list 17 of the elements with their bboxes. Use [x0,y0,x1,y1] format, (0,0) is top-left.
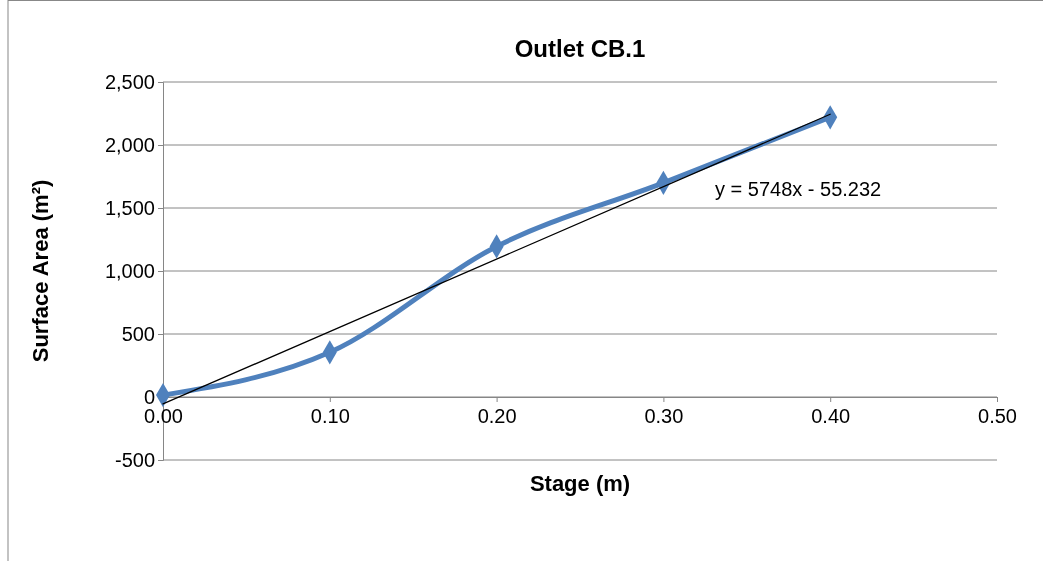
y-tick-label: 2,000 [104,133,155,156]
y-tick-label: 0 [143,385,155,408]
chart-title: Outlet CB.1 [514,35,646,62]
x-tick-label: 0.40 [811,405,851,427]
x-axis-title: Stage (m) [529,471,631,496]
y-axis-title: Surface Area (m²) [28,179,53,363]
y-tick-label: 500 [121,322,155,345]
annotation: y = 5748x - 55.232 [715,178,882,200]
y-tick-label: 2,500 [104,70,155,93]
x-tick-label: 0.20 [477,405,517,427]
x-tick-label: 0.30 [644,405,684,427]
x-tick-label: 0.00 [144,405,183,427]
y-tick-label: -500 [114,448,155,471]
x-tick-label: 0.50 [978,405,1017,427]
y-tick-label: 1,500 [104,196,155,219]
y-tick-label: 1,000 [104,259,155,282]
x-tick-label: 0.10 [310,405,350,427]
